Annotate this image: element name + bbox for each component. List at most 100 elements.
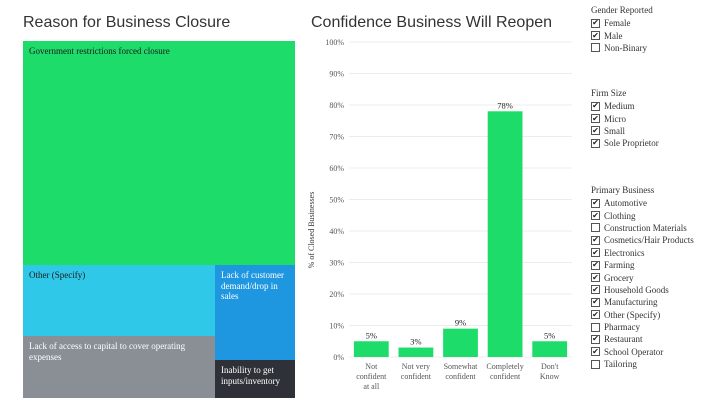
confidence-bar-chart: 0% 10% 20% 30% 40% 50% 60% 70% 80% 90% 100% % of C…	[307, 38, 572, 391]
filter-option-label: Farming	[604, 260, 635, 271]
filter-option-grocery[interactable]: ✔ Grocery	[591, 271, 694, 283]
y-tick-label: 100%	[325, 38, 344, 47]
checkbox-checked-icon[interactable]: ✔	[591, 260, 600, 270]
filter-option-micro[interactable]: ✔ Micro	[591, 112, 659, 124]
tile-label: Government restrictions forced closure	[29, 46, 170, 56]
filter-option-non-binary[interactable]: Non-Binary	[591, 42, 653, 54]
checkbox-checked-icon[interactable]: ✔	[591, 30, 600, 41]
x-tick-label: Don't Know	[540, 362, 560, 381]
filter-option-label: Medium	[604, 101, 635, 112]
checkbox-checked-icon[interactable]: ✔	[591, 113, 600, 124]
y-tick-label: 70%	[329, 133, 344, 142]
filter-option-tailoring[interactable]: Tailoring	[591, 358, 694, 370]
checkbox-checked-icon[interactable]: ✔	[591, 210, 600, 221]
filter-option-label: Manufacturing	[604, 297, 658, 308]
filter-option-label: Construction Materials	[604, 222, 687, 233]
data-label: 5%	[366, 330, 377, 340]
filter-option-automotive[interactable]: ✔ Automotive	[591, 197, 694, 209]
filter-option-label: Other (Specify)	[604, 309, 661, 320]
filter-option-farming[interactable]: ✔ Farming	[591, 259, 694, 271]
checkbox-empty-icon[interactable]	[591, 322, 600, 332]
filter-option-label: Non-Binary	[604, 42, 647, 53]
x-tick-label: Not very confident	[401, 362, 432, 381]
chart-title: Confidence Business Will Reopen	[311, 14, 553, 31]
closure-reason-treemap: Government restrictions forced closure O…	[23, 41, 295, 398]
x-tick-label: Completely confident	[486, 362, 523, 381]
filter-option-female[interactable]: ✔ Female	[591, 17, 653, 29]
tile-label: Lack of customer demand/drop in sales	[221, 270, 284, 301]
y-tick-label: 10%	[329, 322, 344, 331]
checkbox-empty-icon[interactable]	[591, 43, 600, 53]
checkbox-empty-icon[interactable]	[591, 359, 600, 369]
checkbox-checked-icon[interactable]: ✔	[591, 18, 600, 28]
checkbox-checked-icon[interactable]: ✔	[591, 297, 600, 307]
filter-option-label: Small	[604, 125, 626, 136]
filter-option-label: Household Goods	[604, 284, 669, 295]
filter-option-clothing[interactable]: ✔ Clothing	[591, 209, 694, 221]
data-label: 9%	[455, 318, 466, 328]
treemap-tile-government[interactable]: Government restrictions forced closure	[23, 41, 295, 265]
checkbox-checked-icon[interactable]: ✔	[591, 125, 600, 136]
checkbox-checked-icon[interactable]: ✔	[591, 272, 600, 283]
filter-title: Firm Size	[591, 88, 627, 98]
filter-option-pharmacy[interactable]: Pharmacy	[591, 321, 694, 333]
checkbox-checked-icon[interactable]: ✔	[591, 101, 600, 111]
filter-option-other-specify-[interactable]: ✔ Other (Specify)	[591, 309, 694, 321]
filter-option-small[interactable]: ✔ Small	[591, 125, 659, 137]
filter-option-electronics[interactable]: ✔ Electronics	[591, 247, 694, 259]
bar[interactable]	[532, 341, 568, 357]
filter-option-label: Tailoring	[604, 359, 637, 370]
filter-option-school-operator[interactable]: ✔ School Operator	[591, 346, 694, 358]
treemap-title: Reason for Business Closure	[23, 14, 231, 31]
checkbox-checked-icon[interactable]: ✔	[591, 284, 600, 295]
filter-option-label: Restaurant	[604, 334, 643, 345]
y-tick-label: 50%	[329, 196, 344, 205]
checkbox-empty-icon[interactable]	[591, 223, 600, 233]
checkbox-checked-icon[interactable]: ✔	[591, 138, 600, 148]
bar[interactable]	[398, 347, 434, 357]
filter-option-label: School Operator	[604, 346, 664, 357]
filter-option-construction-materials[interactable]: Construction Materials	[591, 222, 694, 234]
filter-option-label: Pharmacy	[604, 322, 640, 333]
gridlines	[349, 41, 572, 358]
checkbox-checked-icon[interactable]: ✔	[591, 346, 600, 357]
treemap-tile-demand[interactable]: Lack of customer demand/drop in sales	[215, 265, 295, 360]
y-axis-label: % of Closed Businesses	[307, 192, 316, 269]
bar[interactable]	[443, 328, 478, 357]
filter-option-label: Female	[604, 18, 631, 29]
data-label: 3%	[410, 337, 421, 347]
checkbox-checked-icon[interactable]: ✔	[591, 334, 600, 344]
treemap-tile-capital[interactable]: Lack of access to capital to cover opera…	[23, 336, 215, 398]
treemap-tile-other[interactable]: Other (Specify)	[23, 265, 215, 336]
filter-option-manufacturing[interactable]: ✔ Manufacturing	[591, 296, 694, 308]
y-tick-label: 0%	[333, 353, 344, 362]
bar[interactable]	[487, 111, 523, 357]
y-tick-label: 60%	[329, 164, 344, 173]
filter-option-medium[interactable]: ✔ Medium	[591, 100, 659, 112]
checkbox-checked-icon[interactable]: ✔	[591, 235, 600, 245]
y-tick-label: 80%	[329, 101, 344, 110]
x-tick-label: Somewhat confident	[444, 362, 479, 381]
filter-option-label: Electronics	[604, 247, 645, 258]
filter-option-sole-proprietor[interactable]: ✔ Sole Proprietor	[591, 137, 659, 149]
checkbox-checked-icon[interactable]: ✔	[591, 247, 600, 258]
treemap-tile-inputs[interactable]: Inability to get inputs/inventory	[215, 360, 295, 398]
filter-option-label: Male	[604, 30, 623, 41]
filter-option-restaurant[interactable]: ✔ Restaurant	[591, 333, 694, 345]
filter-option-label: Clothing	[604, 210, 636, 221]
y-tick-label: 30%	[329, 259, 344, 268]
filter-option-household-goods[interactable]: ✔ Household Goods	[591, 284, 694, 296]
filter-title: Gender Reported	[591, 5, 653, 15]
checkbox-checked-icon[interactable]: ✔	[591, 309, 600, 320]
y-tick-label: 20%	[329, 290, 344, 299]
filter-option-cosmetics-hair-products[interactable]: ✔ Cosmetics/Hair Products	[591, 234, 694, 246]
tile-label: Other (Specify)	[29, 270, 86, 280]
tile-label: Inability to get inputs/inventory	[221, 365, 280, 386]
filter-option-label: Automotive	[604, 198, 647, 209]
x-tick-label: Not confident at all	[356, 362, 387, 391]
filter-group-primary-business: Primary Business ✔ Automotive ✔ Clothing Cons…	[591, 184, 694, 370]
checkbox-checked-icon[interactable]: ✔	[591, 198, 600, 208]
filter-option-male[interactable]: ✔ Male	[591, 29, 653, 41]
bar[interactable]	[353, 341, 389, 357]
y-tick-label: 90%	[329, 70, 344, 79]
